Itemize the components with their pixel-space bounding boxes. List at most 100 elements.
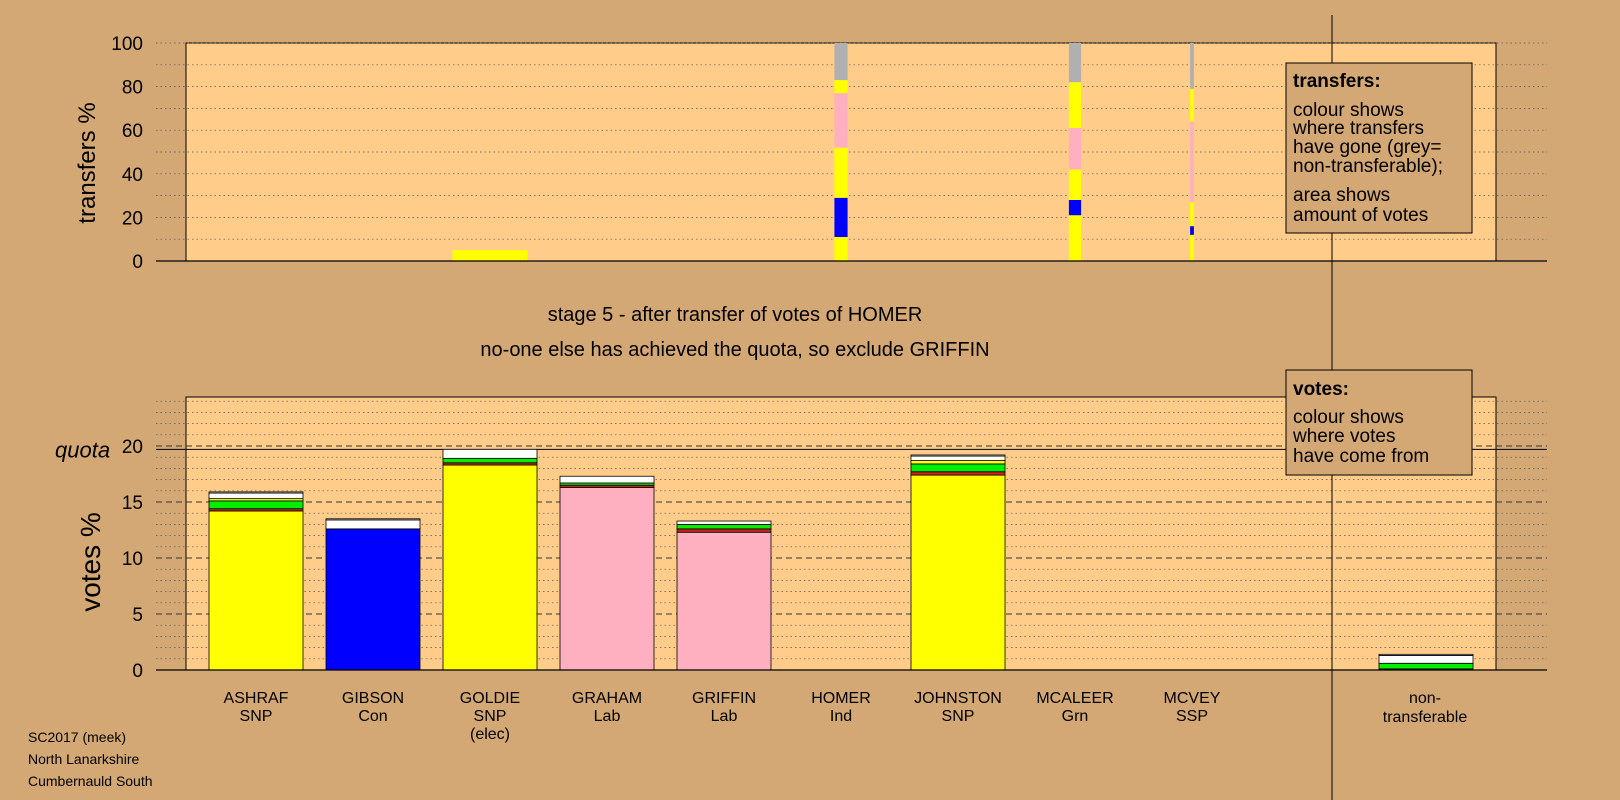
transfer-segment — [1190, 88, 1194, 122]
vote-segment — [442, 457, 538, 464]
candidate-label: JOHNSTON — [914, 690, 1002, 707]
vote-segment — [910, 463, 1006, 473]
transfers-tick-label: 60 — [122, 121, 143, 142]
transfer-segment — [1190, 234, 1194, 261]
votes-tick-label: 15 — [122, 493, 143, 514]
transfer-segment — [834, 80, 848, 94]
votes-tick-labels: 0 5 10 15 20 — [122, 437, 143, 682]
votes-legend-box — [1285, 369, 1473, 476]
vote-segment — [676, 520, 772, 525]
transfers-tick-label: 100 — [111, 34, 143, 55]
candidate-label: GIBSON — [342, 690, 404, 707]
transfer-segment — [1190, 226, 1194, 235]
candidate-label: Grn — [1062, 708, 1089, 725]
footer-election: SC2017 (meek) — [28, 729, 126, 745]
vote-segment — [208, 510, 304, 671]
vote-segment — [208, 492, 304, 500]
vote-segment — [442, 464, 538, 671]
vote-segment — [910, 460, 1006, 465]
transfer-segment — [834, 93, 848, 148]
vote-segment — [442, 448, 538, 459]
candidate-label: SNP — [942, 708, 975, 725]
votes-bars — [208, 448, 1474, 671]
candidate-label: SSP — [1176, 708, 1208, 725]
transfers-tick-label: 80 — [122, 78, 143, 99]
vote-segment — [676, 528, 772, 533]
transfers-panel: 0 20 40 60 80 100 transfers % — [74, 34, 1547, 273]
transfer-segment — [1190, 43, 1194, 89]
vote-segment — [1378, 662, 1474, 670]
vote-segment — [559, 475, 655, 484]
transfers-legend-line: area shows — [1293, 185, 1390, 206]
transfers-tick-label: 20 — [122, 208, 143, 229]
transfers-legend-line: colour shows — [1293, 100, 1404, 121]
transfers-tick-label: 0 — [132, 252, 143, 273]
transfer-segment — [1068, 199, 1082, 216]
candidate-label: (elec) — [470, 726, 510, 743]
transfers-axis-label: transfers % — [74, 102, 101, 223]
votes-legend-line: where votes — [1292, 426, 1395, 447]
stage-action: no-one else has achieved the quota, so e… — [480, 339, 989, 361]
transfer-segment — [1190, 202, 1194, 227]
transfers-tick-labels: 0 20 40 60 80 100 — [111, 34, 143, 273]
candidate-label: Con — [358, 708, 387, 725]
footer-council: North Lanarkshire — [28, 751, 139, 767]
vote-segment — [676, 531, 772, 671]
transfer-segment — [1068, 169, 1082, 200]
candidate-label: SNP — [240, 708, 273, 725]
transfer-segment — [1068, 82, 1082, 129]
transfer-segment — [1068, 43, 1082, 83]
candidate-label: HOMER — [811, 690, 871, 707]
vote-segment — [1378, 653, 1474, 656]
transfers-bars — [452, 43, 1194, 261]
transfers-legend-box — [1285, 62, 1473, 234]
transfer-segment — [834, 147, 848, 198]
candidate-label: Lab — [594, 708, 621, 725]
transfers-legend-line: have gone (grey= — [1293, 137, 1441, 158]
candidate-label: GRIFFIN — [692, 690, 756, 707]
vote-segment — [325, 518, 421, 521]
stage-title: stage 5 - after transfer of votes of HOM… — [548, 304, 923, 326]
candidate-label: Ind — [830, 708, 852, 725]
transfers-legend-line: where transfers — [1292, 118, 1424, 139]
transfer-segment — [834, 43, 848, 81]
candidate-label: SNP — [474, 708, 507, 725]
transfers-legend-line: non-transferable); — [1293, 156, 1443, 177]
votes-legend: votes: colour shows where votes have com… — [1285, 369, 1473, 476]
vote-segment — [208, 491, 304, 494]
nontransferable-label-1: non- — [1409, 690, 1441, 707]
candidate-label: GRAHAM — [572, 690, 642, 707]
votes-legend-line: colour shows — [1293, 407, 1404, 428]
vote-segment — [910, 455, 1006, 461]
nontransferable-label-2: transferable — [1383, 709, 1468, 726]
candidate-labels: ASHRAFSNPGIBSONConGOLDIESNP(elec)GRAHAML… — [224, 690, 1221, 743]
footer-ward: Cumbernauld South — [28, 773, 153, 789]
candidate-label: ASHRAF — [224, 690, 289, 707]
vote-segment — [325, 519, 421, 530]
vote-segment — [676, 524, 772, 530]
vote-segment — [910, 471, 1006, 476]
transfers-legend: transfers: colour shows where transfers … — [1285, 62, 1473, 234]
votes-panel: 0 5 10 15 20 quota votes % — [55, 396, 1547, 682]
transfer-segment — [1190, 121, 1194, 203]
votes-axis-label: votes % — [75, 512, 106, 612]
candidate-label: MCALEER — [1036, 690, 1113, 707]
transfer-segment — [834, 197, 848, 238]
candidate-label: Lab — [711, 708, 738, 725]
votes-legend-line: have come from — [1293, 446, 1429, 467]
vote-segment — [325, 528, 421, 671]
quota-label: quota — [55, 437, 110, 462]
vote-segment — [559, 487, 655, 671]
transfers-tick-label: 40 — [122, 165, 143, 186]
vote-segment — [208, 500, 304, 510]
votes-tick-label: 20 — [122, 437, 143, 458]
votes-tick-label: 5 — [132, 605, 143, 626]
transfers-legend-line: amount of votes — [1293, 205, 1428, 226]
transfer-segment — [1068, 215, 1082, 261]
votes-tick-label: 10 — [122, 549, 143, 570]
candidate-label: MCVEY — [1164, 690, 1221, 707]
vote-segment — [910, 474, 1006, 671]
votes-legend-title: votes: — [1293, 379, 1349, 400]
votes-tick-label: 0 — [132, 661, 143, 682]
